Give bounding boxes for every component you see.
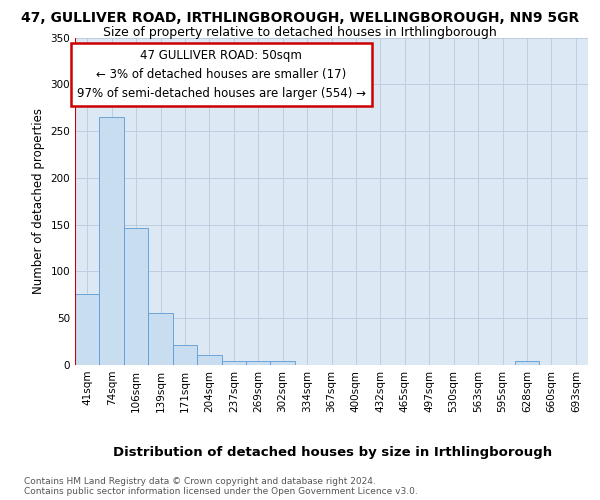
- Bar: [271, 362, 295, 365]
- Text: 47, GULLIVER ROAD, IRTHLINGBOROUGH, WELLINGBOROUGH, NN9 5GR: 47, GULLIVER ROAD, IRTHLINGBOROUGH, WELL…: [21, 11, 579, 25]
- Bar: [221, 362, 246, 365]
- Bar: [75, 294, 100, 365]
- Bar: [515, 362, 539, 365]
- Text: Size of property relative to detached houses in Irthlingborough: Size of property relative to detached ho…: [103, 26, 497, 39]
- Bar: [197, 354, 221, 365]
- Bar: [173, 346, 197, 365]
- Bar: [124, 228, 148, 365]
- Text: 47 GULLIVER ROAD: 50sqm
← 3% of detached houses are smaller (17)
97% of semi-det: 47 GULLIVER ROAD: 50sqm ← 3% of detached…: [77, 49, 366, 100]
- Bar: [100, 117, 124, 365]
- Bar: [148, 312, 173, 365]
- Y-axis label: Number of detached properties: Number of detached properties: [32, 108, 45, 294]
- Text: Contains HM Land Registry data © Crown copyright and database right 2024.
Contai: Contains HM Land Registry data © Crown c…: [24, 476, 418, 496]
- Text: Distribution of detached houses by size in Irthlingborough: Distribution of detached houses by size …: [113, 446, 553, 459]
- Bar: [246, 362, 271, 365]
